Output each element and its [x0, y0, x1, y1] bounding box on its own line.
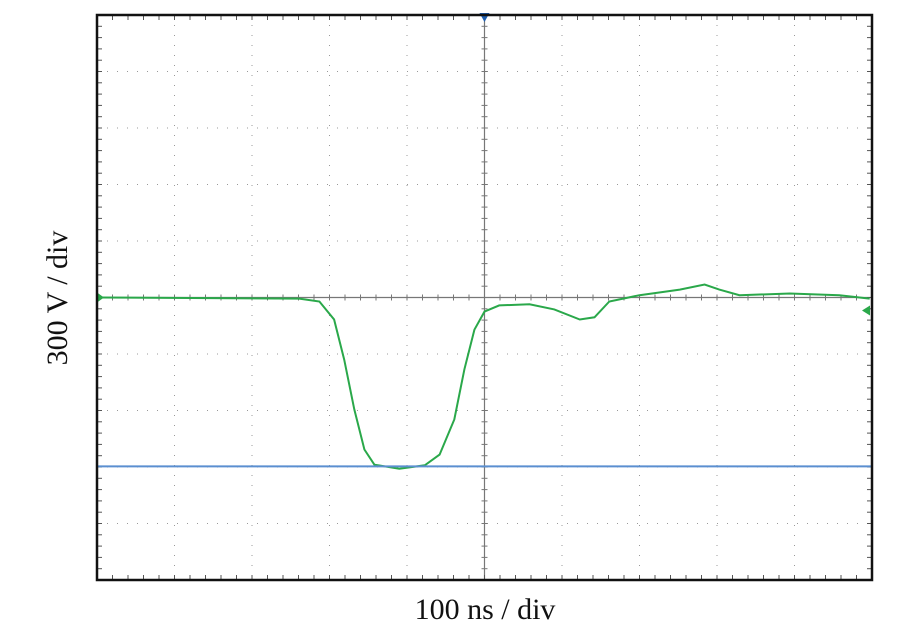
- x-axis-label: 100 ns / div: [415, 593, 556, 626]
- channel-marker: [862, 305, 870, 316]
- y-axis-label: 300 V / div: [41, 231, 74, 366]
- plot-border: [95, 13, 874, 582]
- channel-marker: [97, 292, 104, 303]
- trace: [99, 283, 870, 470]
